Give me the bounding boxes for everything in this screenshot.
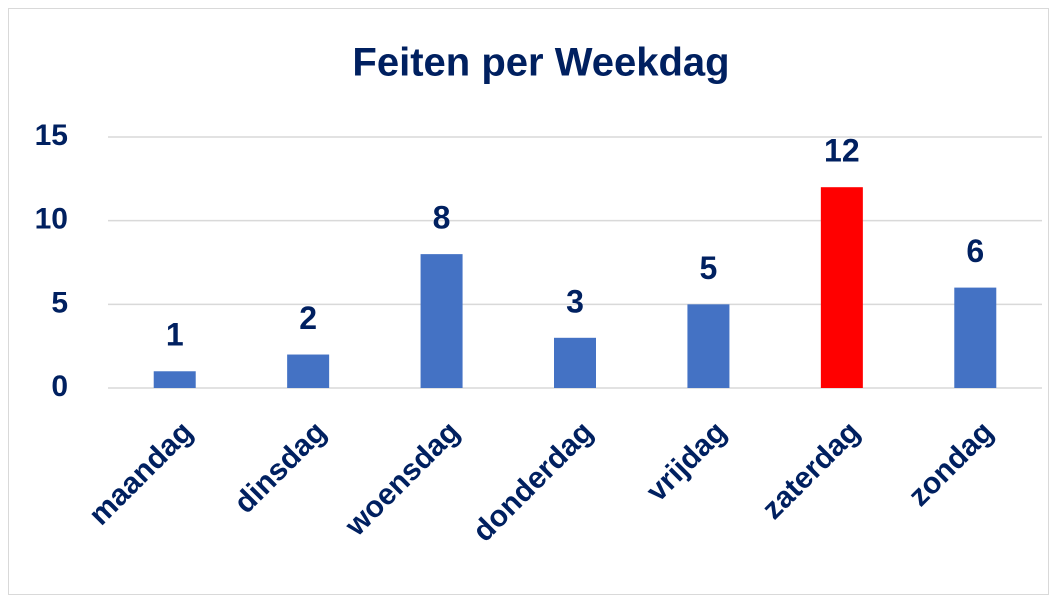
y-tick-label: 0 xyxy=(51,370,68,403)
data-label: 1 xyxy=(166,317,184,353)
y-tick-label: 5 xyxy=(51,286,68,319)
bar xyxy=(420,254,463,388)
chart-border xyxy=(8,8,1049,595)
data-label: 5 xyxy=(700,250,718,286)
data-label: 3 xyxy=(566,283,584,319)
y-tick-label: 15 xyxy=(35,119,68,152)
bar xyxy=(554,337,596,388)
bar xyxy=(287,354,330,388)
bar xyxy=(954,287,997,388)
data-label: 2 xyxy=(299,300,317,336)
data-label: 6 xyxy=(966,233,984,269)
chart-title: Feiten per Weekdag xyxy=(352,41,729,85)
bar xyxy=(687,304,730,388)
data-label: 8 xyxy=(433,200,451,236)
bar xyxy=(153,371,196,388)
y-tick-label: 10 xyxy=(35,203,68,236)
bar xyxy=(820,187,863,388)
data-label: 12 xyxy=(824,133,860,169)
